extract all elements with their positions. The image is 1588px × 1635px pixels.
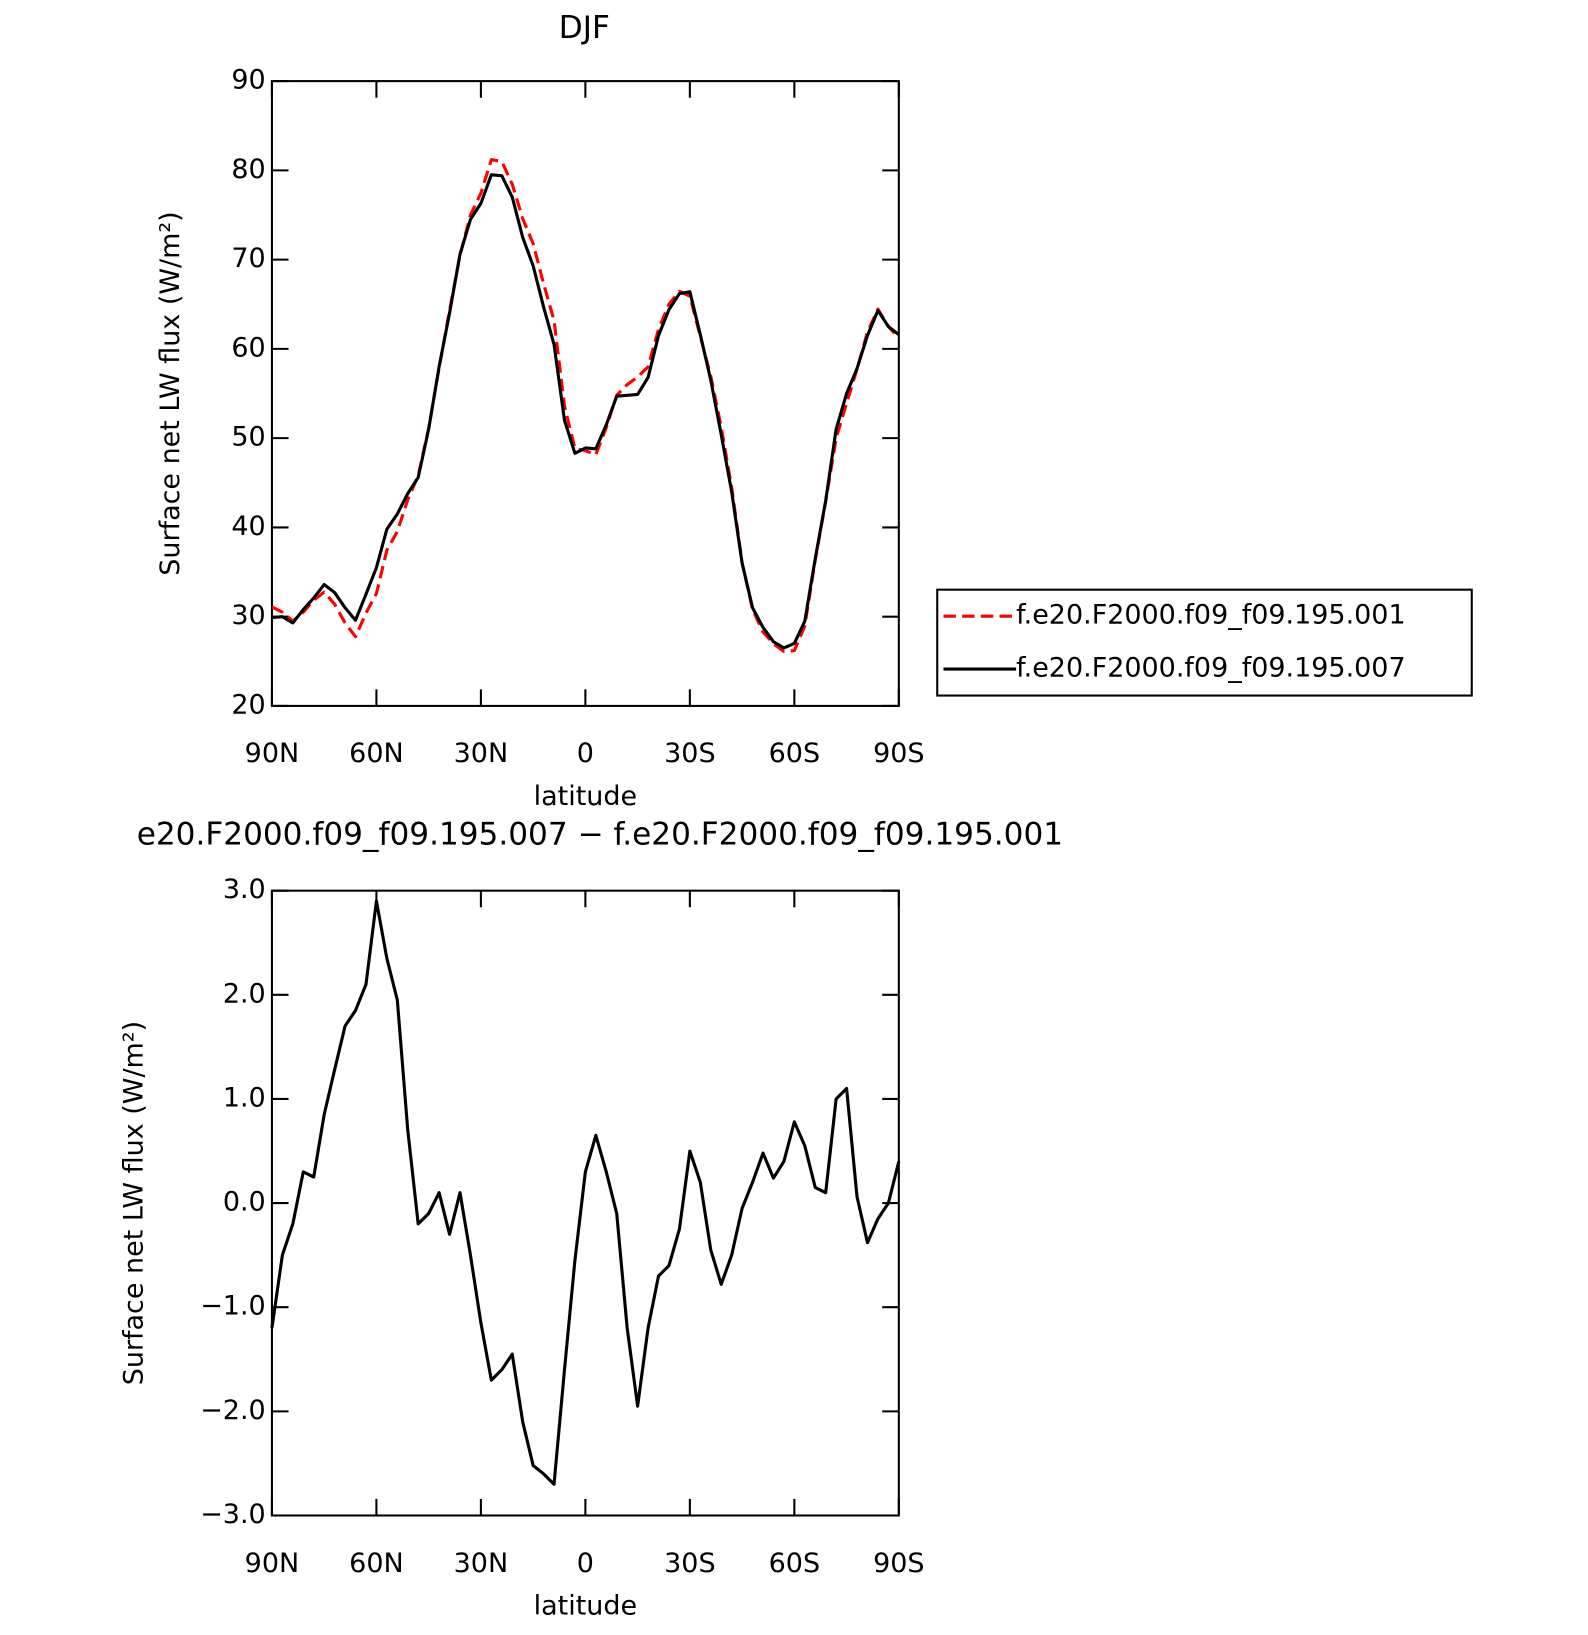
x-axis-label: latitude	[534, 781, 637, 812]
y-tick-label: −3.0	[200, 1499, 266, 1530]
x-tick-label: 60N	[349, 738, 404, 769]
y-axis-label: Surface net LW flux (W/m²)	[155, 211, 186, 575]
chart-title: DJF	[559, 10, 610, 46]
y-axis-label: Surface net LW flux (W/m²)	[118, 1021, 149, 1385]
data-line	[271, 173, 900, 650]
y-tick-label: 3.0	[223, 874, 266, 905]
x-tick-label: 30N	[454, 1548, 508, 1579]
x-tick-label: 90N	[245, 738, 299, 769]
x-tick-label: 60N	[349, 1548, 404, 1579]
x-axis-label: latitude	[534, 1590, 637, 1621]
y-tick-label: 1.0	[223, 1082, 266, 1113]
x-tick-label: 0	[577, 1548, 594, 1579]
y-tick-label: 2.0	[223, 978, 266, 1009]
y-tick-label: 80	[231, 154, 265, 185]
x-tick-label: 90S	[873, 1548, 924, 1579]
chart-title: e20.F2000.f09_f09.195.007 − f.e20.F2000.…	[137, 817, 1063, 853]
legend-box	[936, 588, 1473, 697]
x-tick-label: 60S	[769, 738, 820, 769]
y-tick-label: 70	[231, 243, 265, 274]
legend-label: f.e20.F2000.f09_f09.195.001	[1016, 600, 1406, 631]
y-tick-label: 60	[231, 332, 265, 363]
data-line	[271, 158, 900, 654]
x-tick-label: 30N	[454, 738, 508, 769]
x-tick-label: 90S	[873, 738, 924, 769]
x-tick-label: 90N	[245, 1548, 299, 1579]
x-tick-label: 30S	[664, 1548, 715, 1579]
x-tick-label: 60S	[769, 1548, 820, 1579]
y-tick-label: 0.0	[223, 1187, 266, 1218]
y-tick-label: 20	[231, 689, 265, 720]
x-tick-label: 30S	[664, 738, 715, 769]
legend-label: f.e20.F2000.f09_f09.195.007	[1016, 653, 1406, 684]
y-tick-label: −1.0	[200, 1291, 266, 1322]
y-tick-label: 40	[231, 511, 265, 542]
y-tick-label: 90	[231, 65, 265, 96]
x-tick-label: 0	[577, 738, 594, 769]
data-line	[270, 899, 901, 1486]
y-tick-label: 50	[231, 422, 265, 453]
y-tick-label: −2.0	[200, 1395, 266, 1426]
y-tick-label: 30	[231, 600, 265, 631]
